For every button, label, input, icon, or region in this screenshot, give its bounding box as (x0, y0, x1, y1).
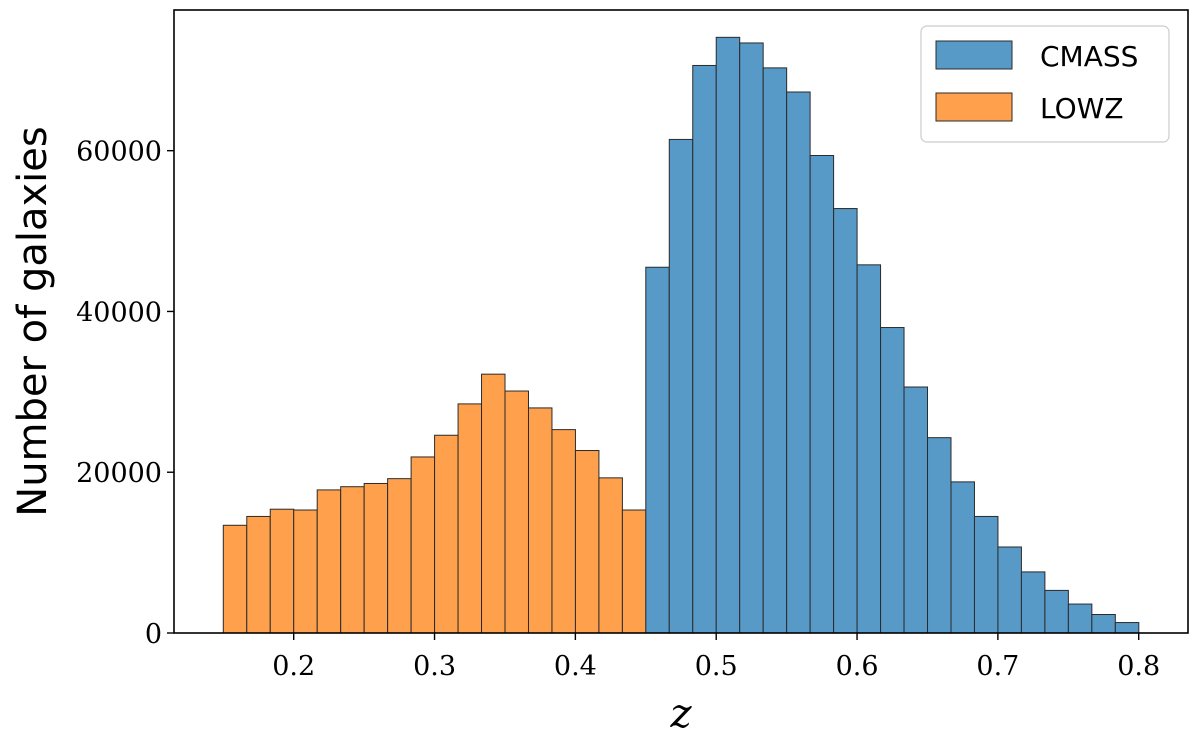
bar-lowz-3 (293, 509, 318, 634)
bars-layer (222, 36, 1140, 634)
legend-label-cmass: CMASS (1040, 40, 1138, 73)
bar-cmass-14 (973, 515, 999, 634)
bar-cmass-12 (927, 437, 952, 634)
x-tick-label: 0.6 (836, 651, 879, 682)
bar-cmass-2 (692, 64, 717, 634)
bar-cmass-3 (715, 36, 741, 634)
bar-lowz-17 (621, 509, 647, 634)
bar-cmass-19 (1091, 614, 1116, 634)
bar-cmass-16 (1020, 571, 1046, 634)
legend-swatch-cmass (935, 40, 1013, 70)
bar-cmass-11 (903, 386, 929, 634)
bar-lowz-13 (527, 407, 553, 634)
plot-frame (173, 9, 1189, 634)
bar-cmass-15 (997, 546, 1022, 634)
x-axis-ticks: 0.2 0.3 0.4 0.5 0.6 0.7 0.8 (272, 633, 1160, 682)
y-tick-label: 0 (145, 619, 162, 650)
legend-label-lowz: LOWZ (1040, 92, 1124, 125)
bar-cmass-20 (1114, 622, 1140, 634)
bar-cmass-5 (762, 67, 788, 634)
bar-cmass-18 (1067, 603, 1093, 634)
bar-lowz-4 (316, 489, 342, 634)
x-tick-label: 0.4 (554, 651, 597, 682)
x-tick-label: 0.8 (1117, 651, 1160, 682)
bar-lowz-10 (457, 403, 483, 634)
bar-lowz-11 (481, 373, 506, 634)
bar-lowz-15 (574, 450, 600, 634)
bar-cmass-4 (739, 42, 764, 634)
legend: CMASS LOWZ (920, 25, 1170, 143)
bar-cmass-10 (880, 327, 905, 634)
y-axis-ticks: 0 20000 40000 60000 (76, 137, 174, 650)
bar-lowz-1 (246, 515, 271, 634)
x-axis-label: z (669, 691, 692, 736)
bar-lowz-6 (363, 482, 389, 634)
bar-cmass-6 (786, 91, 811, 634)
y-tick-label: 20000 (76, 458, 162, 489)
bar-cmass-0 (645, 266, 670, 634)
bar-lowz-0 (222, 524, 248, 634)
bar-lowz-2 (269, 508, 295, 634)
bar-cmass-13 (950, 481, 975, 634)
bar-cmass-1 (668, 138, 694, 634)
x-tick-label: 0.5 (695, 651, 738, 682)
x-tick-label: 0.7 (976, 651, 1019, 682)
y-tick-label: 60000 (76, 137, 162, 168)
x-tick-label: 0.2 (272, 651, 315, 682)
bar-lowz-16 (598, 477, 623, 634)
y-axis-label: Number of galaxies (10, 126, 56, 516)
x-tick-label: 0.3 (413, 651, 456, 682)
y-tick-label: 40000 (76, 297, 162, 328)
bar-cmass-9 (856, 264, 882, 634)
bar-lowz-14 (551, 429, 576, 634)
bar-lowz-7 (387, 478, 412, 634)
bar-lowz-9 (434, 434, 459, 634)
bar-lowz-12 (504, 390, 529, 634)
legend-swatch-lowz (935, 92, 1013, 122)
bar-cmass-8 (833, 208, 858, 634)
bar-lowz-8 (410, 456, 436, 634)
bar-cmass-7 (809, 155, 835, 634)
bar-cmass-17 (1044, 589, 1069, 634)
bar-lowz-5 (340, 486, 365, 634)
